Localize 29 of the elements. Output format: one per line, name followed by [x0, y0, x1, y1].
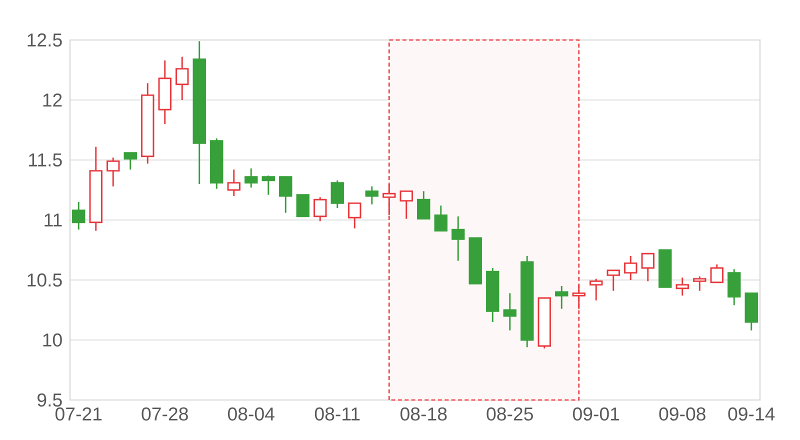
x-tick-label: 08-18: [400, 407, 447, 421]
y-tick-label: 12: [43, 93, 62, 107]
candlestick: [227, 168, 240, 197]
candlestick: [624, 255, 638, 281]
x-tick-label: 08-04: [228, 407, 274, 421]
candlestick: [555, 285, 568, 310]
y-tick-label: 12.5: [28, 33, 62, 47]
candlestick: [192, 40, 206, 185]
x-tick-label: 07-21: [55, 407, 102, 421]
candlestick: [158, 60, 172, 125]
x-tick-label: 08-11: [314, 407, 360, 421]
candlestick: [89, 146, 102, 232]
x-tick-label: 09-08: [659, 407, 706, 421]
candlestick: [676, 276, 689, 296]
candlestick: [452, 216, 465, 262]
y-tick-label: 11.5: [29, 153, 62, 167]
y-tick-label: 10: [43, 333, 62, 347]
candlestick: [72, 201, 86, 230]
x-tick-label: 09-14: [728, 407, 775, 421]
y-tick-label: 10.5: [28, 273, 62, 287]
y-tick-label: 9.5: [38, 393, 62, 407]
candlestick: [503, 292, 516, 332]
x-tick-label: 09-01: [572, 407, 620, 421]
x-tick-label: 07-28: [142, 407, 188, 421]
candlestick: [176, 56, 189, 101]
y-tick-label: 11: [44, 214, 62, 226]
candlestick: [520, 255, 534, 348]
candlestick: [141, 82, 154, 164]
x-tick-label: 08-25: [486, 407, 533, 421]
